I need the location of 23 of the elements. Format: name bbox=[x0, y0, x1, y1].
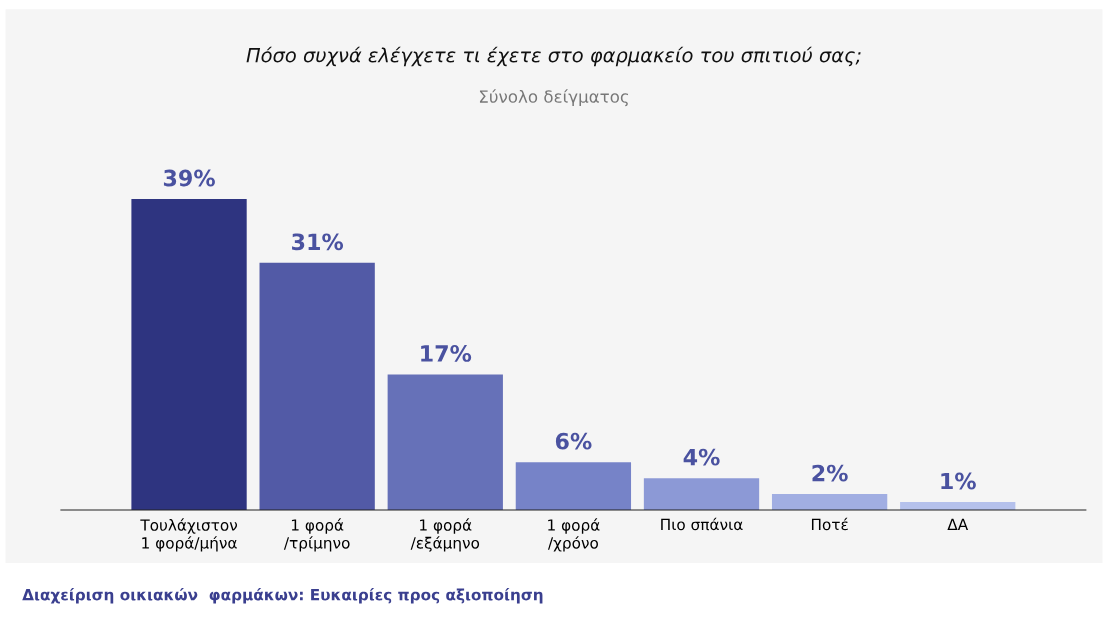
data-label: 31% bbox=[292, 233, 344, 251]
bar bbox=[771, 494, 888, 511]
x-tick-label: Πιο σπάνια bbox=[661, 517, 743, 531]
text: Διαχείριση οικιακών φαρμάκων: Ευκαιρίες προς αξιοποίηση bbox=[22, 588, 543, 604]
x-tick-label: ΔΑ bbox=[947, 518, 969, 530]
bar bbox=[515, 462, 632, 511]
x-tick-label: Ποτέ bbox=[811, 517, 848, 531]
data-label: 1% bbox=[941, 472, 976, 490]
bar bbox=[131, 199, 247, 511]
bar bbox=[387, 374, 503, 511]
chart-title: Πόσο συχνά ελέγχετε τι έχετε στο φαρμακείο του σπιτιού σας; bbox=[246, 46, 861, 67]
bar bbox=[643, 478, 760, 511]
x-tick-label: 1 φορά /χρόνο bbox=[547, 518, 600, 552]
x-tick-label: 1 φορά /εξάμηνο bbox=[410, 518, 480, 552]
data-label: 2% bbox=[812, 464, 848, 482]
data-label: 17% bbox=[421, 345, 472, 362]
data-label: 6% bbox=[555, 432, 592, 450]
x-tick-label: Τουλάχιστον 1 φορά/μήνα bbox=[140, 518, 238, 552]
data-label: 4% bbox=[683, 448, 720, 466]
x-tick-label: 1 φορά /τρίμηνο bbox=[283, 518, 350, 552]
bar bbox=[259, 262, 375, 511]
chart-subtitle: Σύνολο δείγματος bbox=[479, 89, 629, 107]
data-label: 39% bbox=[163, 169, 215, 187]
